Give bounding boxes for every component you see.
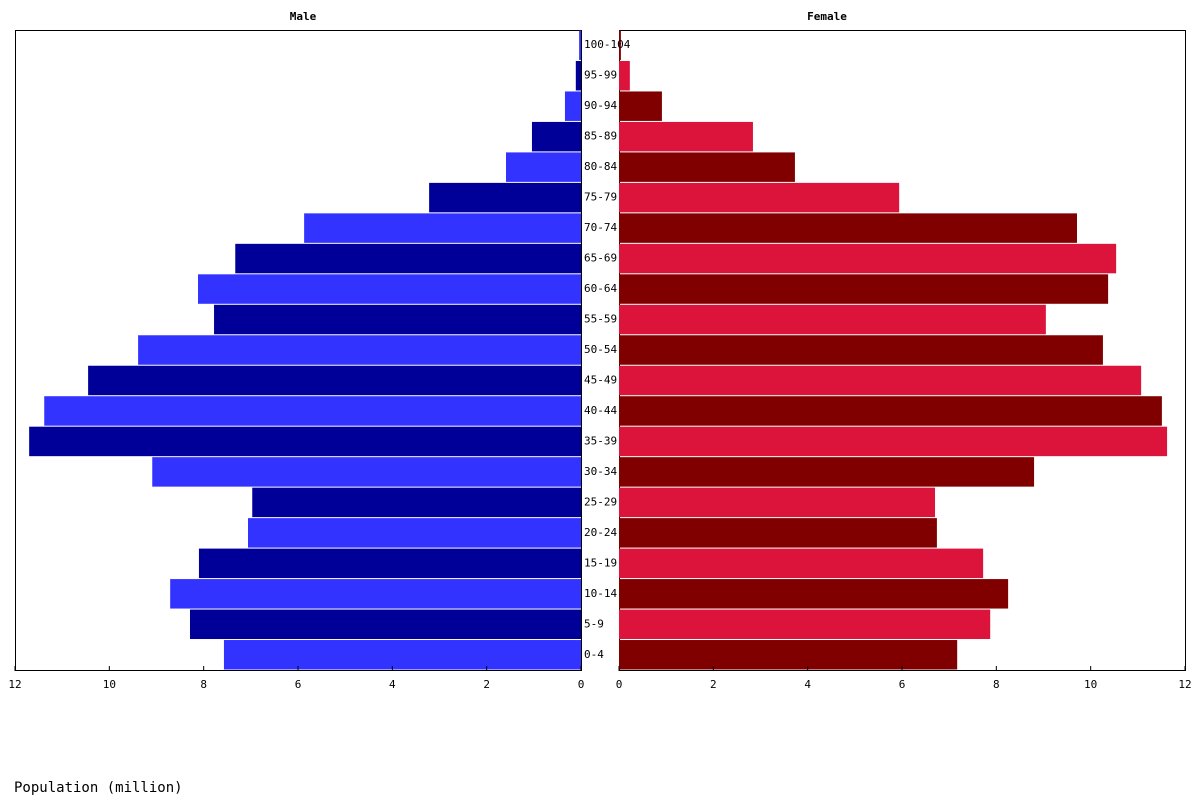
bar [619, 121, 753, 152]
category-label: 20-24 [584, 526, 617, 539]
bar [619, 365, 1142, 396]
bar [619, 60, 630, 91]
bar [619, 91, 662, 121]
category-label: 10-14 [584, 587, 617, 600]
bar [198, 548, 581, 579]
x-tick-label: 4 [804, 678, 811, 691]
category-label: 45-49 [584, 373, 617, 386]
bar [29, 426, 581, 457]
x-tick-label: 6 [295, 678, 302, 691]
bar [506, 152, 581, 182]
bar [619, 548, 984, 579]
category-label: 80-84 [584, 160, 617, 173]
bar [235, 243, 582, 274]
category-label: 90-94 [584, 99, 617, 112]
bar [44, 396, 581, 426]
x-tick-label: 12 [8, 678, 21, 691]
x-tick-label: 8 [993, 678, 1000, 691]
bar [579, 30, 581, 60]
category-label: 85-89 [584, 130, 617, 143]
bar [619, 426, 1168, 457]
category-label: 0-4 [584, 648, 604, 661]
category-label: 30-34 [584, 465, 617, 478]
bar [619, 213, 1077, 243]
x-tick-label: 2 [483, 678, 490, 691]
bar [223, 640, 581, 670]
category-label: 25-29 [584, 495, 617, 508]
x-tick-label: 12 [1178, 678, 1191, 691]
category-label: 40-44 [584, 404, 617, 417]
bar [531, 121, 581, 152]
category-label: 35-39 [584, 434, 617, 447]
bar [619, 274, 1109, 304]
bar [619, 396, 1162, 426]
category-label: 75-79 [584, 191, 617, 204]
bar [304, 213, 581, 243]
category-label: 5-9 [584, 617, 604, 630]
bar [619, 335, 1103, 365]
x-tick-label: 10 [103, 678, 116, 691]
bar [619, 30, 621, 60]
bar [619, 640, 958, 670]
bar [564, 91, 581, 121]
category-label: 70-74 [584, 221, 617, 234]
bar [88, 365, 581, 396]
x-tick-label: 0 [578, 678, 585, 691]
x-tick-label: 10 [1084, 678, 1097, 691]
category-label: 15-19 [584, 556, 617, 569]
bar [619, 487, 936, 518]
category-label: 65-69 [584, 252, 617, 265]
x-tick-label: 0 [616, 678, 623, 691]
bar [170, 579, 581, 609]
bar [619, 518, 937, 548]
x-tick-label: 2 [710, 678, 717, 691]
bar [619, 182, 900, 213]
category-label: 55-59 [584, 313, 617, 326]
category-label: 100-104 [584, 38, 631, 51]
panel-title: Female [807, 10, 847, 23]
x-axis-label: Population (million) [14, 780, 183, 796]
x-tick-label: 8 [200, 678, 207, 691]
category-label: 50-54 [584, 343, 617, 356]
x-tick-label: 4 [389, 678, 396, 691]
category-label: 95-99 [584, 69, 617, 82]
bar [619, 243, 1117, 274]
bar [619, 304, 1046, 335]
bar [152, 457, 581, 487]
x-tick-label: 6 [899, 678, 906, 691]
bar [248, 518, 581, 548]
category-label: 60-64 [584, 282, 617, 295]
panel-title: Male [290, 10, 317, 23]
bar [252, 487, 581, 518]
bar [619, 609, 991, 640]
bar [189, 609, 581, 640]
bar [619, 152, 795, 182]
bar [198, 274, 582, 304]
bar [214, 304, 581, 335]
bar [429, 182, 581, 213]
bar [138, 335, 582, 365]
bar [575, 60, 581, 91]
bar [619, 579, 1009, 609]
bar [619, 457, 1035, 487]
